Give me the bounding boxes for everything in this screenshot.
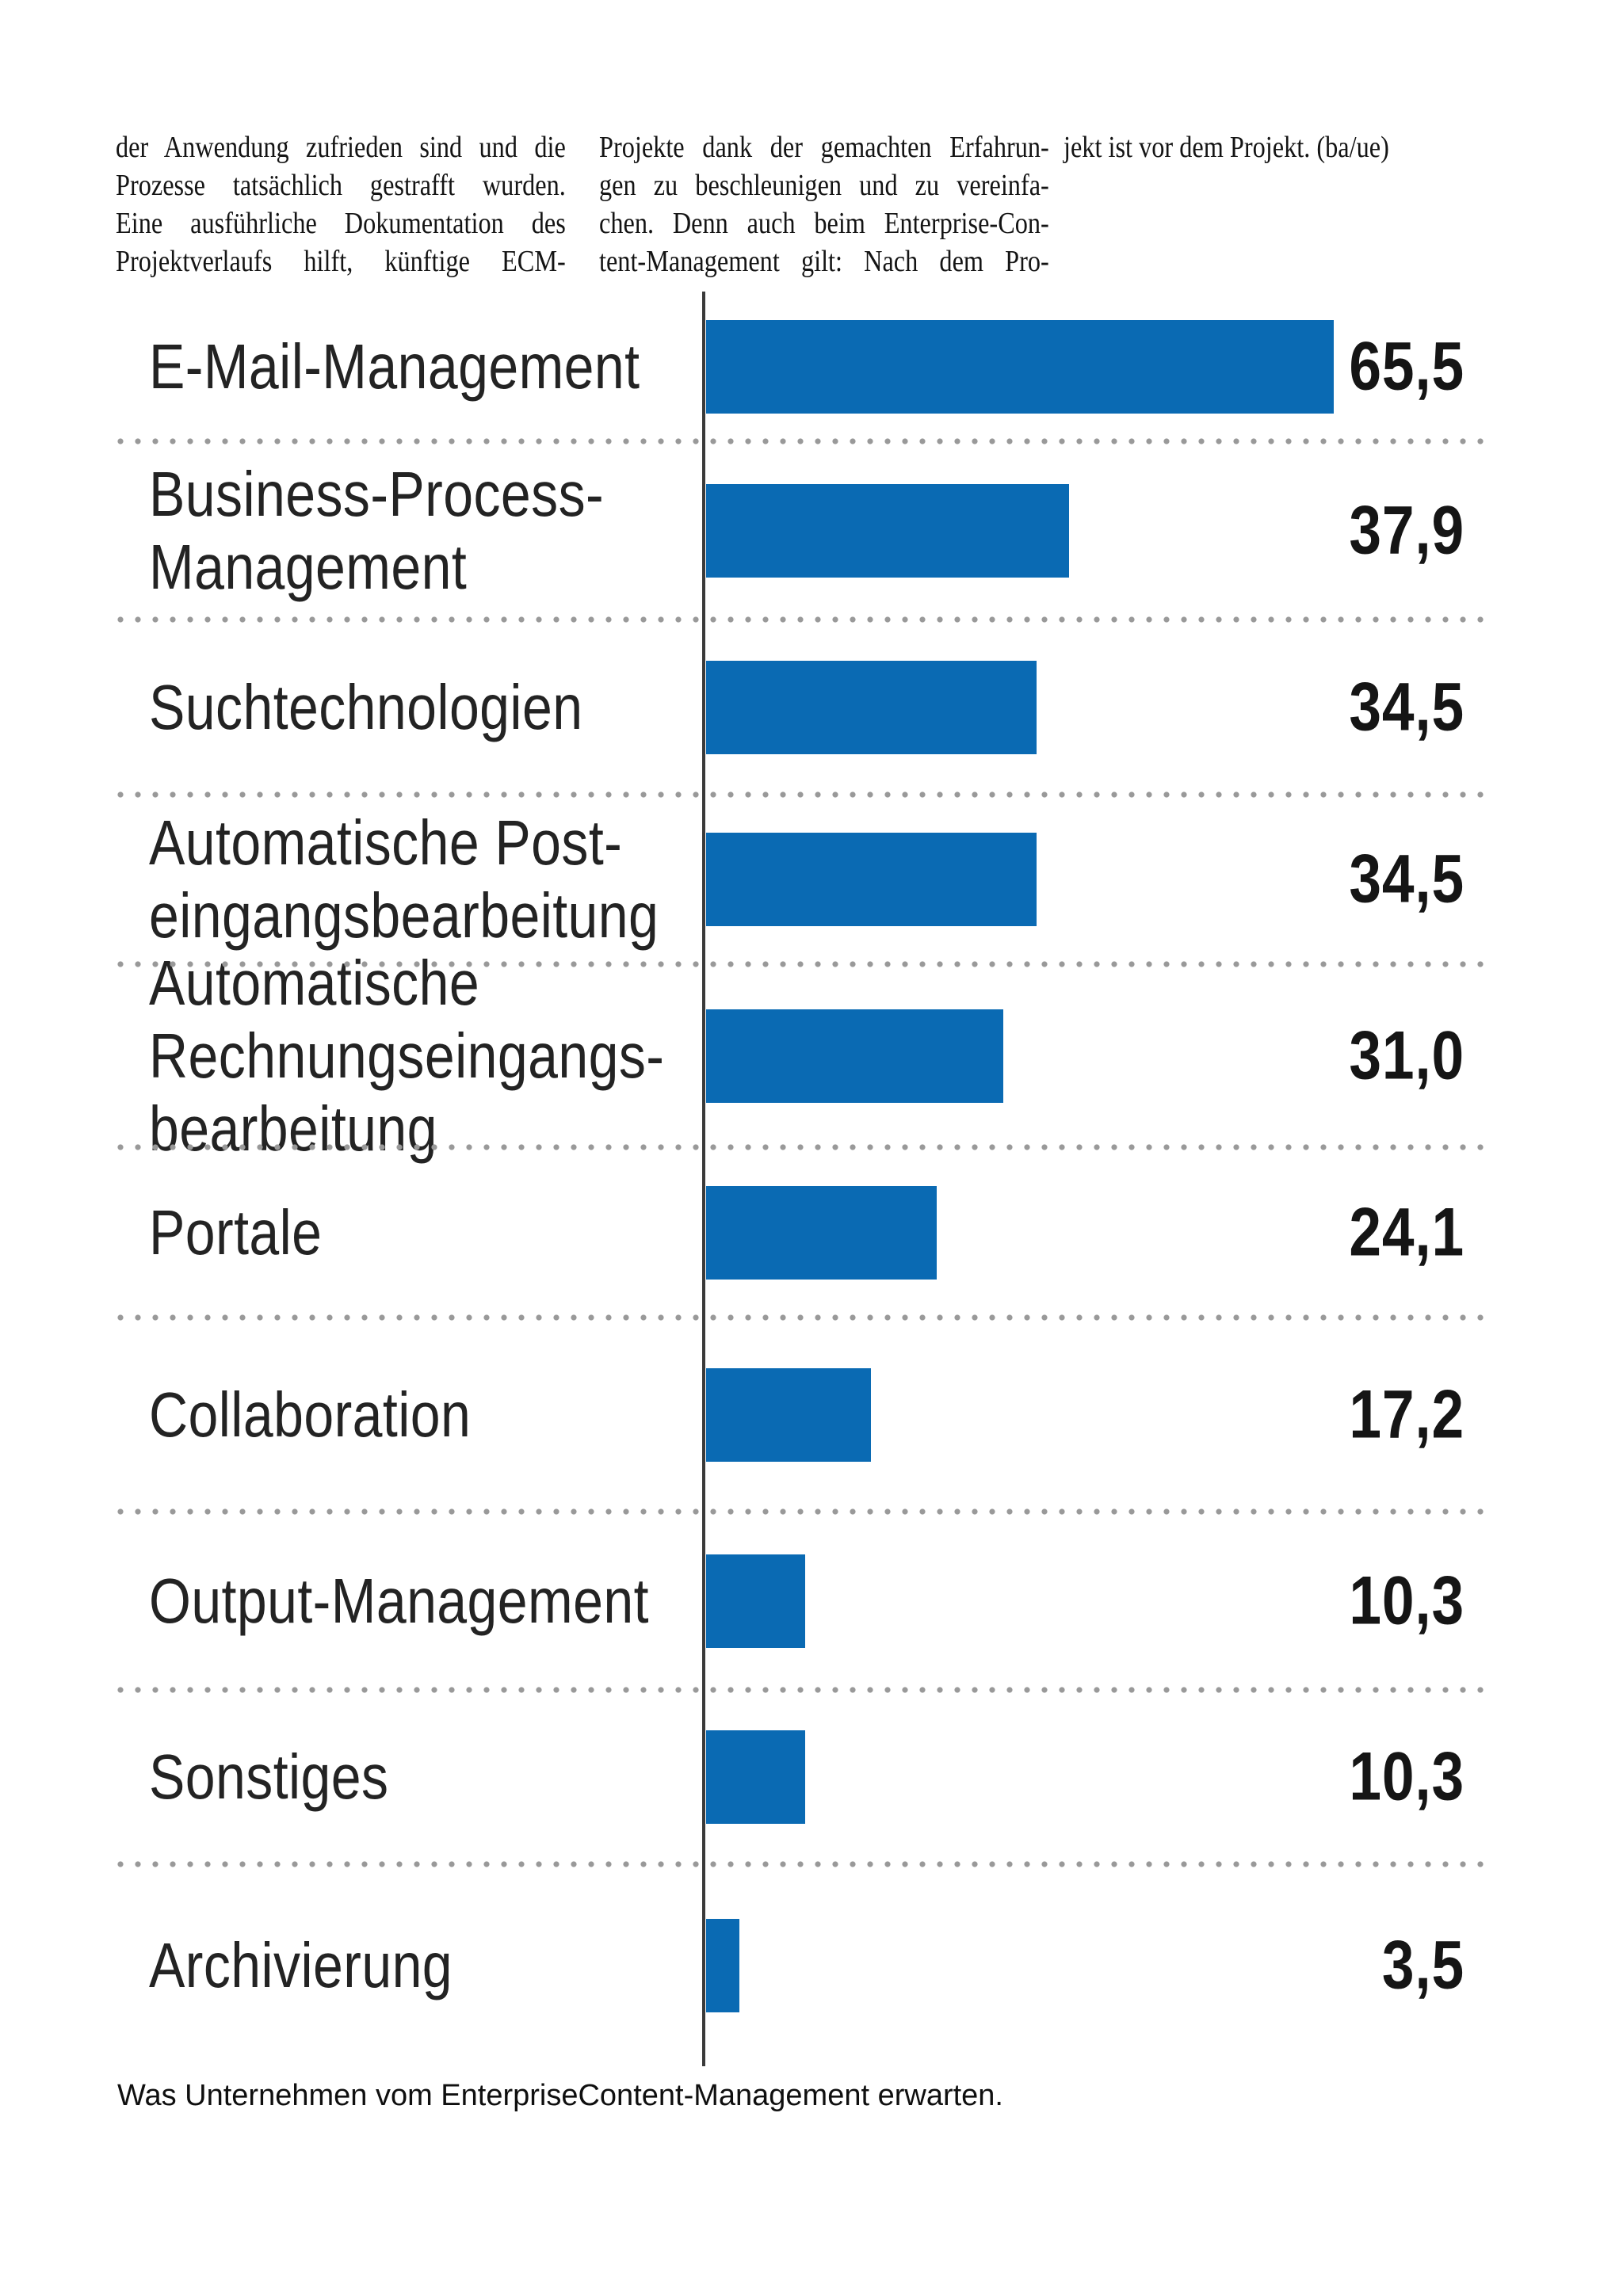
bar xyxy=(706,483,1069,578)
category-label: Automatische Post- eingangsbearbeitung xyxy=(149,807,659,951)
value-label: 65,5 xyxy=(1349,328,1465,404)
chart-row: Portale 24,1 xyxy=(0,1147,1623,1318)
bar xyxy=(706,1554,805,1648)
bar xyxy=(706,833,1037,926)
article-column-3: jekt ist vor dem Projekt. (ba/ue) xyxy=(1064,128,1514,166)
dotted-separator xyxy=(117,616,1493,623)
article-column-1: der Anwendung zufrieden sind und die Pro… xyxy=(116,128,566,280)
dotted-separator xyxy=(117,1314,1493,1321)
bar xyxy=(706,1918,739,2012)
article-line: Prozesse tatsächlich gestrafft wurden. xyxy=(116,169,566,202)
chart-caption: Was Unternehmen vom EnterpriseContent-Ma… xyxy=(117,2079,1003,2112)
chart-row: Automatische Rechnungseingangs- bearbeit… xyxy=(0,948,1623,1164)
bar xyxy=(706,1009,1003,1103)
dotted-separator xyxy=(117,1508,1493,1515)
category-label: Archivierung xyxy=(149,1929,453,2000)
chart-row: E-Mail-Management 65,5 xyxy=(0,292,1623,441)
axis-line xyxy=(702,292,705,2066)
chart-row: Business-Process- Management 37,9 xyxy=(0,441,1623,620)
value-label: 17,2 xyxy=(1349,1376,1465,1452)
value-label: 31,0 xyxy=(1349,1017,1465,1093)
dotted-separator xyxy=(117,1861,1493,1867)
article-line: der Anwendung zufrieden sind und die xyxy=(116,131,566,164)
article-line: Projektverlaufs hilft, künftige ECM- xyxy=(116,245,566,278)
value-label: 34,5 xyxy=(1349,669,1465,745)
value-label: 34,5 xyxy=(1349,841,1465,917)
chart-row: Output-Management 10,3 xyxy=(0,1512,1623,1690)
dotted-separator xyxy=(117,1144,1493,1150)
dotted-separator xyxy=(117,1687,1493,1693)
category-label: Business-Process- Management xyxy=(149,458,605,602)
article-line: gen zu beschleunigen und zu vereinfa- xyxy=(599,169,1049,202)
value-label: 10,3 xyxy=(1349,1738,1465,1815)
article-line: tent-Management gilt: Nach dem Pro- xyxy=(599,245,1049,278)
category-label: Automatische Rechnungseingangs- bearbeit… xyxy=(149,947,665,1164)
bar xyxy=(706,1730,805,1824)
chart-row: Suchtechnologien 34,5 xyxy=(0,620,1623,795)
article-line: Projekte dank der gemachten Erfahrun- xyxy=(599,131,1049,164)
chart-row: Collaboration 17,2 xyxy=(0,1318,1623,1512)
dotted-separator xyxy=(117,961,1493,967)
value-label: 10,3 xyxy=(1349,1562,1465,1638)
value-label: 3,5 xyxy=(1381,1927,1465,2003)
article-line: Eine ausführliche Dokumentation des xyxy=(116,207,566,240)
category-label: Suchtechnologien xyxy=(149,671,583,742)
category-label: Collaboration xyxy=(149,1379,472,1450)
article-line: chen. Denn auch beim Enterprise-Con- xyxy=(599,207,1049,240)
chart-row: Automatische Post- eingangsbearbeitung 3… xyxy=(0,795,1623,964)
bar xyxy=(706,319,1334,414)
category-label: Portale xyxy=(149,1196,323,1268)
dotted-separator xyxy=(117,791,1493,798)
chart-row: Archivierung 3,5 xyxy=(0,1864,1623,2066)
bar xyxy=(706,660,1037,754)
article-line: jekt ist vor dem Projekt. (ba/ue) xyxy=(1064,131,1389,164)
article-column-2: Projekte dank der gemachten Erfahrun- ge… xyxy=(599,128,1049,280)
category-label: E-Mail-Management xyxy=(149,330,640,402)
dotted-separator xyxy=(117,438,1493,444)
category-label: Output-Management xyxy=(149,1565,649,1636)
value-label: 24,1 xyxy=(1349,1194,1465,1270)
chart-row: Sonstiges 10,3 xyxy=(0,1690,1623,1864)
value-label: 37,9 xyxy=(1349,492,1465,568)
bar xyxy=(706,1367,871,1462)
category-label: Sonstiges xyxy=(149,1741,389,1812)
bar xyxy=(706,1185,937,1280)
